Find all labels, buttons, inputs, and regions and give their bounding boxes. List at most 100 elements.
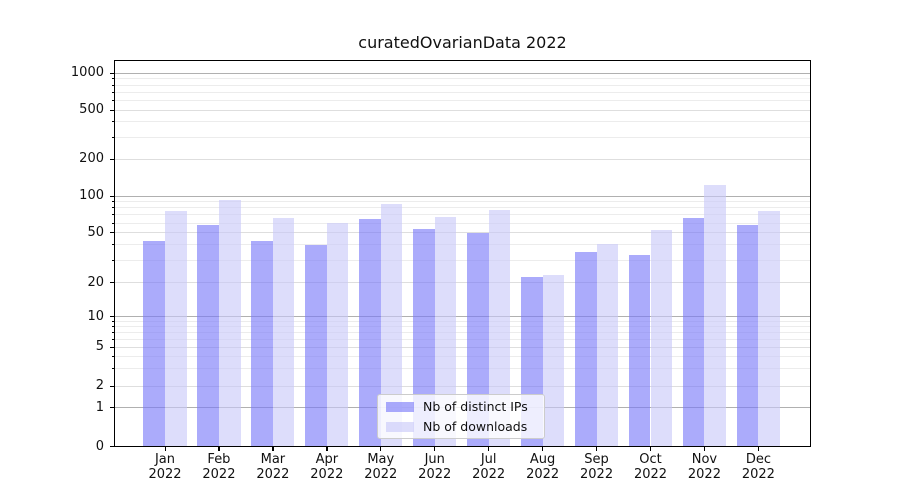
y-minortick-300 [111,136,114,138]
y-minortick-200 [111,158,114,160]
y-minortick-20 [111,282,114,284]
x-axis-tick-label-oct: Oct 2022 [633,452,668,482]
legend: Nb of distinct IPs Nb of downloads [377,394,545,439]
y-axis-tick-label-1: 1 [95,399,104,415]
bar-downloads-nov [704,184,727,447]
bar-downloads-jul [488,209,511,447]
bar-distinct-ips-oct [628,255,651,447]
y-tick-0 [109,446,114,448]
y-minortick-3 [111,368,114,370]
bar-distinct-ips-sep [574,252,597,447]
gridline-minor-900 [115,78,810,80]
x-tick-aug [542,446,544,451]
bar-distinct-ips-nov [682,218,705,447]
y-axis-tick-label-0: 0 [95,438,104,454]
y-minortick-80 [111,207,114,209]
gridline-minor-600 [115,99,810,101]
gridline-minor-80 [115,207,810,209]
bar-downloads-apr [326,223,349,447]
y-minortick-500 [111,109,114,111]
y-minortick-50 [111,232,114,234]
y-minortick-700 [111,91,114,93]
bar-distinct-ips-dec [736,224,759,447]
x-axis-tick-label-feb: Feb 2022 [202,452,236,482]
gridline-major-100 [115,195,810,197]
legend-label-downloads: Nb of downloads [423,419,528,434]
bar-downloads-dec [758,210,780,447]
y-axis-tick-label-50: 50 [87,224,104,240]
bar-downloads-may [380,203,403,447]
y-minortick-90 [111,201,114,203]
gridline-sub-50 [115,232,810,234]
y-minortick-70 [111,214,114,216]
gridline-minor-40 [115,244,810,246]
y-minortick-6 [111,338,114,340]
y-minortick-4 [111,356,114,358]
gridline-minor-800 [115,84,810,86]
y-axis-tick-label-2: 2 [95,378,104,393]
gridline-minor-300 [115,136,810,138]
y-axis-tick-label-1000: 1000 [70,65,104,81]
bar-downloads-mar [272,218,295,447]
gridline-sub-500 [115,109,810,111]
x-tick-sep [596,446,598,451]
x-tick-feb [218,446,220,451]
x-tick-jun [434,446,436,451]
y-minortick-60 [111,222,114,224]
legend-label-distinct-ips: Nb of distinct IPs [423,399,528,414]
bar-distinct-ips-mar [251,240,273,447]
gridline-minor-400 [115,121,810,123]
y-minortick-900 [111,78,114,80]
x-tick-mar [272,446,274,451]
x-tick-dec [757,446,760,451]
gridline-minor-7 [115,331,810,333]
x-axis-tick-label-nov: Nov 2022 [687,452,721,482]
gridline-minor-60 [115,222,810,224]
gridline-sub-20 [115,282,810,284]
y-axis-tick-label-200: 200 [79,151,104,166]
y-tick-100 [109,195,114,197]
x-axis-tick-label-apr: Apr 2022 [310,452,344,482]
y-minortick-600 [111,99,114,101]
y-minortick-800 [111,84,114,86]
x-tick-jul [488,446,490,451]
legend-item-distinct-ips: Nb of distinct IPs [386,399,544,415]
gridline-minor-700 [115,91,810,93]
bar-downloads-jun [434,217,457,447]
bar-downloads-feb [218,199,241,447]
gridline-sub-5 [115,346,810,348]
x-axis-tick-label-may: May 2022 [364,452,398,482]
bar-distinct-ips-may [359,218,381,447]
bar-distinct-ips-feb [197,224,219,447]
gridline-minor-6 [115,338,810,340]
x-axis-tick-label-mar: Mar 2022 [256,452,290,482]
x-axis-tick-label-jan: Jan 2022 [148,452,182,482]
legend-swatch-downloads [386,421,414,432]
gridline-major-1000 [115,72,810,74]
bar-downloads-jan [165,211,187,447]
y-minortick-400 [111,121,114,123]
y-tick-1000 [109,72,114,74]
legend-item-downloads: Nb of downloads [386,419,544,435]
gridline-minor-8 [115,326,810,328]
gridline-minor-9 [115,320,810,322]
x-tick-nov [703,446,706,451]
y-minortick-9 [111,320,114,322]
y-minortick-40 [111,244,114,246]
x-axis-tick-label-jun: Jun 2022 [418,452,452,482]
plot-area [114,59,811,447]
gridline-minor-90 [115,201,810,203]
x-tick-oct [650,446,652,451]
bar-downloads-sep [596,243,619,447]
bar-distinct-ips-jul [467,232,489,447]
bar-distinct-ips-jan [143,240,165,447]
bar-distinct-ips-apr [305,244,327,447]
gridline-major-10 [115,316,810,318]
gridline-minor-3 [115,368,810,370]
gridline-minor-70 [115,214,810,216]
y-minortick-5 [111,346,114,348]
x-tick-apr [326,446,328,451]
y-minortick-2 [111,385,114,387]
y-tick-1 [109,407,114,409]
